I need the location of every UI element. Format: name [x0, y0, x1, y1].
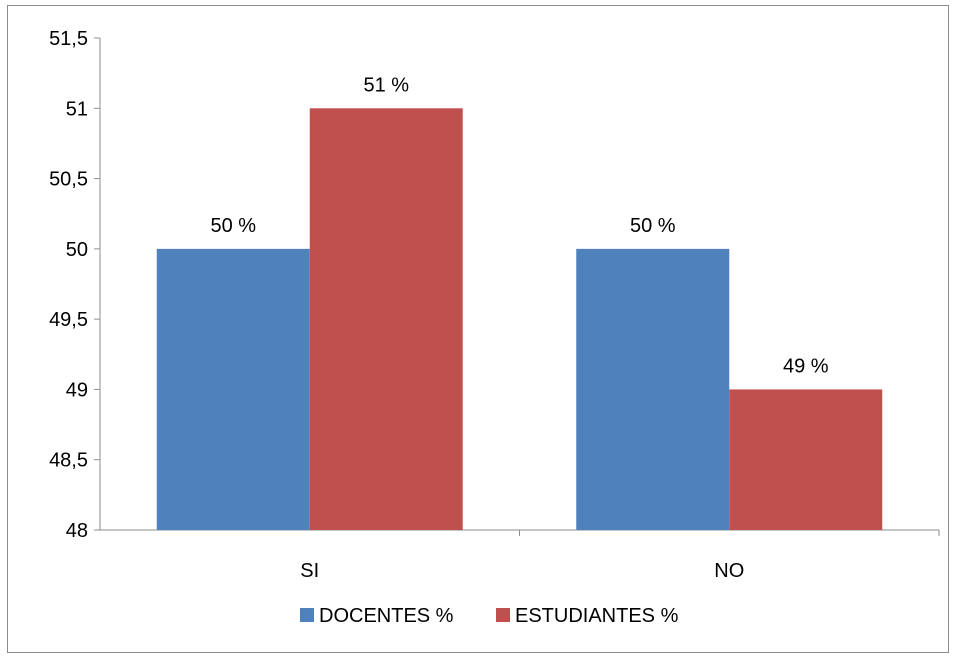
- legend-swatch: [300, 608, 314, 622]
- bar-si-0: [156, 248, 310, 530]
- y-tick-label: 49,5: [49, 309, 88, 331]
- data-label: 51 %: [363, 74, 409, 96]
- bar-no-0: [576, 248, 730, 530]
- legend-label: DOCENTES %: [319, 605, 454, 627]
- y-tick-label: 49: [66, 379, 88, 401]
- bar-no-1: [729, 389, 883, 530]
- legend-swatch: [496, 608, 510, 622]
- y-tick-label: 48,5: [49, 450, 88, 472]
- y-tick-label: 50: [66, 239, 88, 261]
- bars: [156, 108, 883, 531]
- category-label: SI: [300, 560, 319, 582]
- data-label: 50 %: [210, 215, 256, 237]
- category-label: NO: [714, 560, 744, 582]
- legend-label: ESTUDIANTES %: [515, 605, 679, 627]
- y-tick-label: 51,5: [49, 28, 88, 50]
- bar-si-1: [309, 108, 463, 531]
- y-tick-label: 51: [66, 98, 88, 120]
- y-tick-label: 48: [66, 520, 88, 542]
- legend: DOCENTES % ESTUDIANTES %: [300, 605, 679, 627]
- data-label: 50 %: [630, 215, 676, 237]
- y-tick-label: 50,5: [49, 169, 88, 191]
- y-axis-ticks: 48 48,5 49 49,5 50 50,5 51 51,5: [49, 28, 100, 542]
- data-label: 49 %: [783, 355, 829, 377]
- category-labels: SI NO: [300, 530, 940, 582]
- data-labels: 50 % 51 % 50 % 49 %: [210, 74, 828, 377]
